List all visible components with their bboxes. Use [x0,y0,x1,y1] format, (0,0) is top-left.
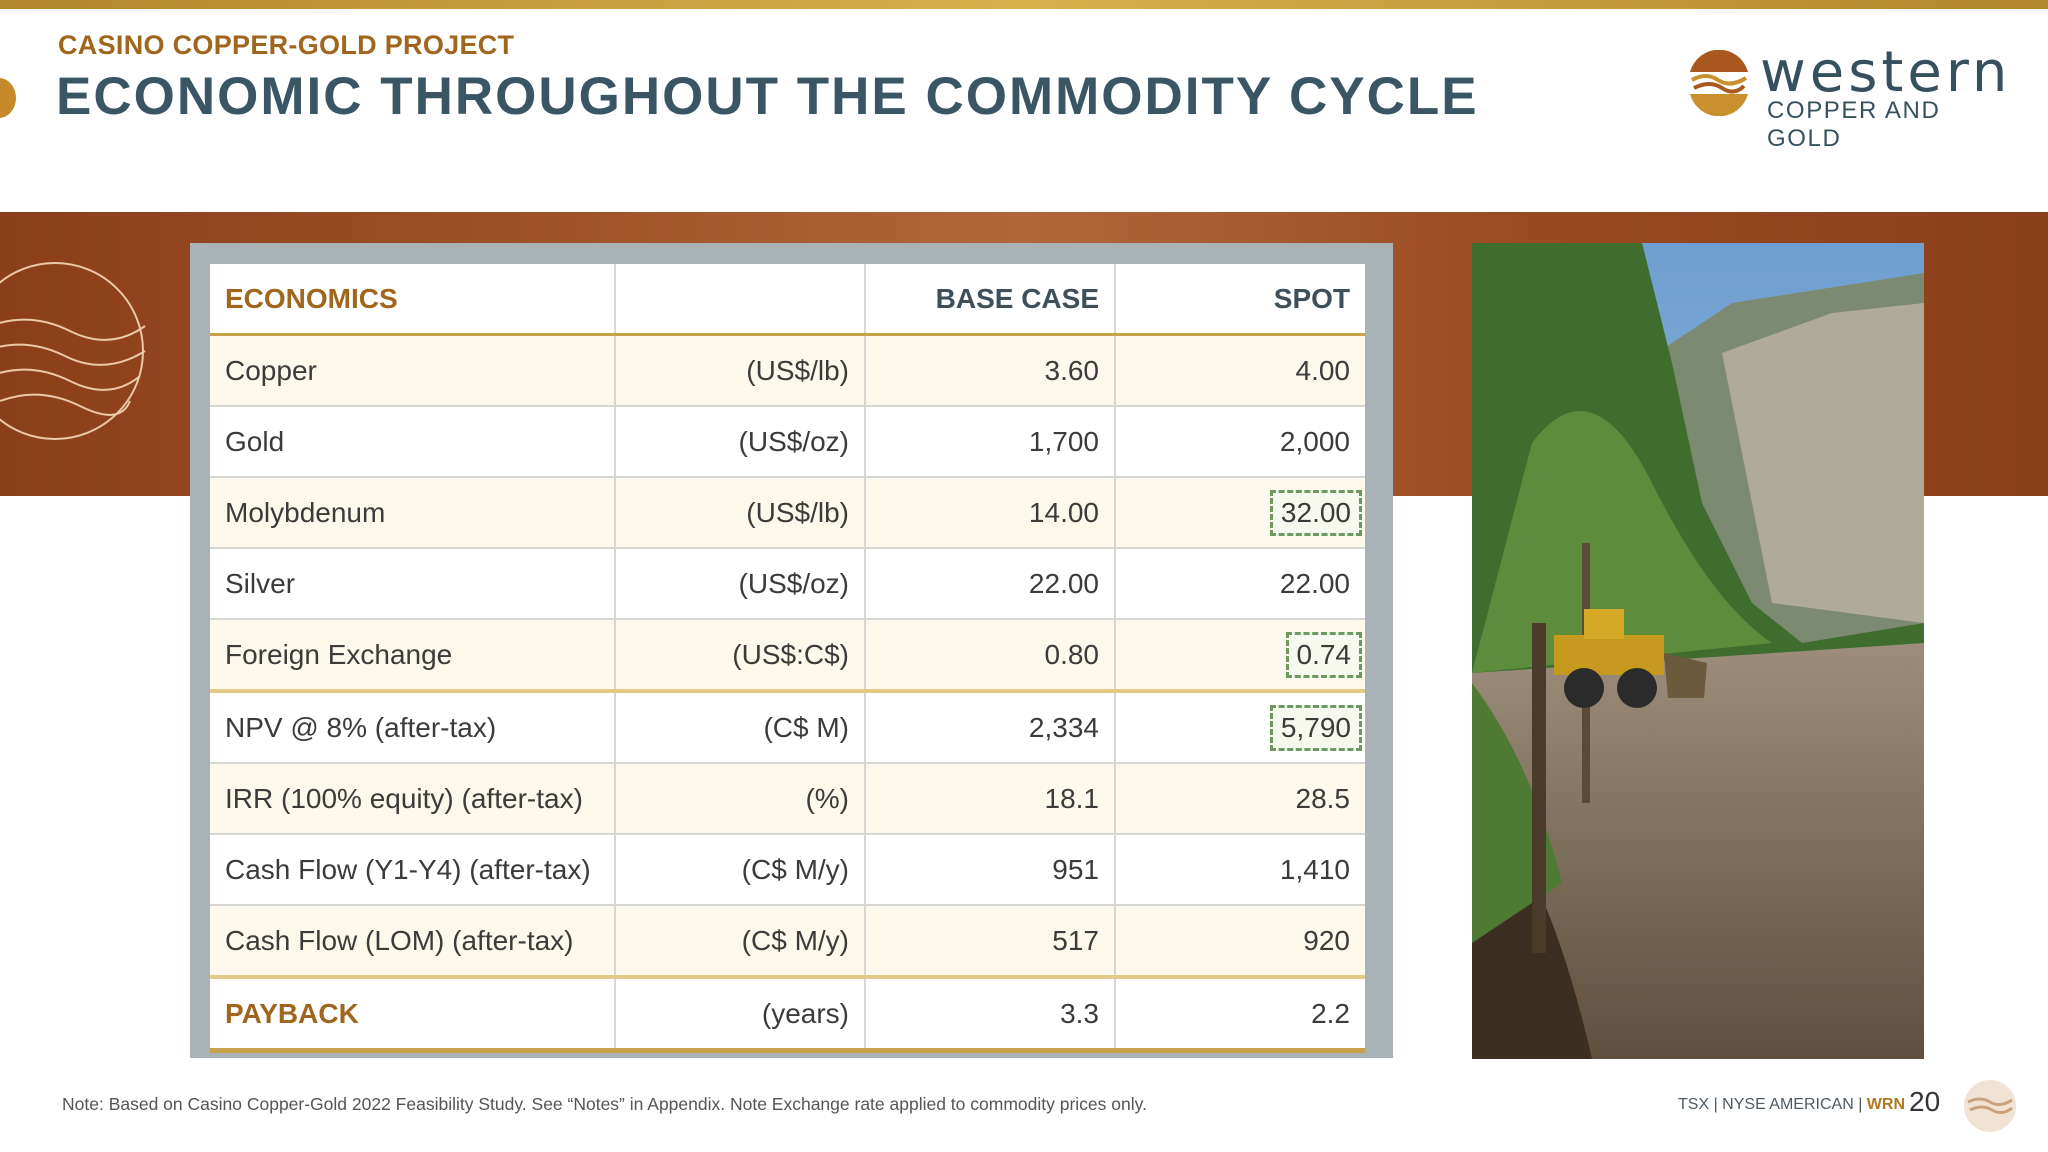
row-label: PAYBACK [210,977,616,1053]
row-label: NPV @ 8% (after-tax) [210,691,616,764]
mountain-swirl-logo-icon [1690,50,1748,116]
header-spot: SPOT [1115,264,1365,336]
logo-subtitle: COPPER AND GOLD [1767,97,1941,152]
ticker-symbol: WRN [1866,1096,1906,1113]
footer-logo-icon [1964,1080,2016,1132]
company-logo: western COPPER AND GOLD [1686,40,2007,152]
ticker-exchanges: TSX | NYSE AMERICAN | [1678,1096,1867,1113]
row-spot-value: 5,790 [1115,691,1365,764]
table-row: Silver (US$/oz) 22.00 22.00 [210,548,1365,620]
row-label: IRR (100% equity) (after-tax) [210,763,616,835]
top-accent-bar [0,0,2048,9]
left-edge-dot [0,78,16,118]
row-label: Cash Flow (LOM) (after-tax) [210,905,616,979]
row-unit: (C$ M) [615,691,866,764]
table-row: Cash Flow (Y1-Y4) (after-tax) (C$ M/y) 9… [210,834,1365,906]
table-row: Foreign Exchange (US$:C$) 0.80 0.74 [210,619,1365,693]
table-row: Molybdenum (US$/lb) 14.00 32.00 [210,477,1365,549]
header-economics: ECONOMICS [210,264,616,336]
row-spot-value: 4.00 [1115,334,1365,407]
row-base-value: 22.00 [865,548,1116,620]
ticker-line: TSX | NYSE AMERICAN | WRN [1678,1096,1905,1114]
row-spot-value: 28.5 [1115,763,1365,835]
economics-table: ECONOMICS BASE CASE SPOT Copper (US$/lb)… [210,264,1365,1053]
footnote: Note: Based on Casino Copper-Gold 2022 F… [62,1094,1147,1114]
row-unit: (US$/oz) [615,406,866,478]
row-base-value: 2,334 [865,691,1116,764]
row-base-value: 18.1 [865,763,1116,835]
row-spot-value: 2.2 [1115,977,1365,1053]
row-spot-value: 2,000 [1115,406,1365,478]
row-spot-value: 920 [1115,905,1365,979]
header-units [615,264,866,336]
page-number: 20 [1909,1086,1941,1117]
highlighted-spot-value: 32.00 [1269,489,1362,536]
table-row: NPV @ 8% (after-tax) (C$ M) 2,334 5,790 [210,691,1365,764]
swirl-emblem-icon [0,262,146,440]
table-row: Cash Flow (LOM) (after-tax) (C$ M/y) 517… [210,905,1365,979]
row-label: Gold [210,406,616,478]
row-unit: (C$ M/y) [615,905,866,979]
highlighted-spot-value: 0.74 [1285,631,1362,678]
table-row: IRR (100% equity) (after-tax) (%) 18.1 2… [210,763,1365,835]
row-base-value: 14.00 [865,477,1116,549]
page-title: ECONOMIC THROUGHOUT THE COMMODITY CYCLE [56,67,1479,126]
row-base-value: 517 [865,905,1116,979]
row-unit: (US$/oz) [615,548,866,620]
highlighted-spot-value: 5,790 [1269,704,1362,751]
row-unit: (%) [615,763,866,835]
table-header-row: ECONOMICS BASE CASE SPOT [210,264,1365,336]
project-eyebrow: CASINO COPPER-GOLD PROJECT [58,30,515,60]
table-row-payback: PAYBACK (years) 3.3 2.2 [210,977,1365,1053]
table-row: Copper (US$/lb) 3.60 4.00 [210,334,1365,407]
row-unit: (C$ M/y) [615,834,866,906]
row-base-value: 1,700 [865,406,1116,478]
row-unit: (US$/lb) [615,334,866,407]
row-spot-value: 32.00 [1115,477,1365,549]
row-spot-value: 1,410 [1115,834,1365,906]
logo-wordmark: western [1760,40,2012,105]
row-label: Silver [210,548,616,620]
row-label: Cash Flow (Y1-Y4) (after-tax) [210,834,616,906]
row-base-value: 0.80 [865,619,1116,693]
row-label: Molybdenum [210,477,616,549]
row-base-value: 3.3 [865,977,1116,1053]
row-spot-value: 22.00 [1115,548,1365,620]
row-unit: (years) [615,977,866,1053]
economics-table-frame: ECONOMICS BASE CASE SPOT Copper (US$/lb)… [190,243,1393,1058]
site-photo [1472,243,1924,1059]
row-label: Copper [210,334,616,407]
row-base-value: 951 [865,834,1116,906]
economics-table-panel: ECONOMICS BASE CASE SPOT Copper (US$/lb)… [210,264,1365,1053]
header-base-case: BASE CASE [865,264,1116,336]
row-spot-value: 0.74 [1115,619,1365,693]
row-label: Foreign Exchange [210,619,616,693]
row-base-value: 3.60 [865,334,1116,407]
row-unit: (US$/lb) [615,477,866,549]
row-unit: (US$:C$) [615,619,866,693]
table-row: Gold (US$/oz) 1,700 2,000 [210,406,1365,478]
